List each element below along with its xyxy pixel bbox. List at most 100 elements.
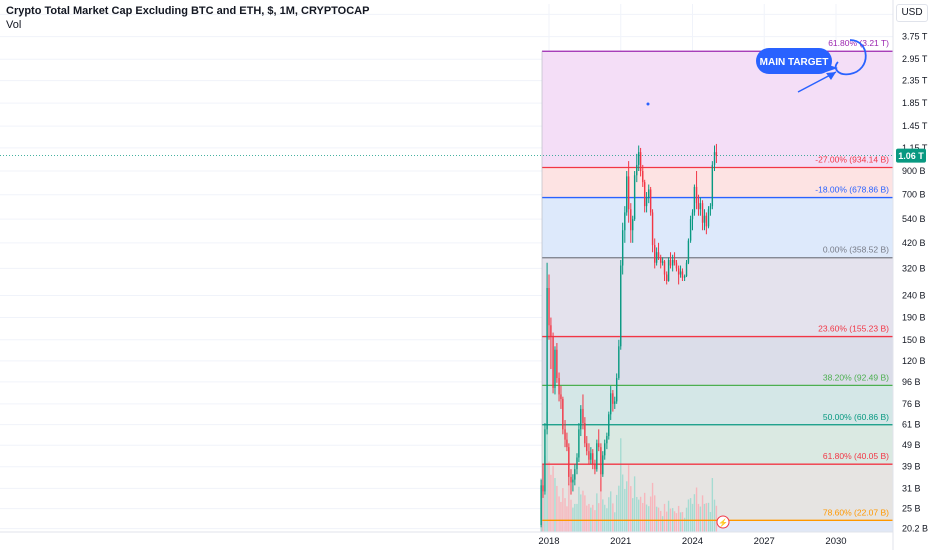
volume-bar (642, 502, 644, 532)
y-axis[interactable]: 4.75 T3.75 T2.95 T2.35 T1.85 T1.45 T1.15… (892, 0, 928, 550)
candle-body (655, 252, 658, 263)
currency-button[interactable]: USD (896, 4, 928, 22)
volume-bar (578, 486, 580, 532)
volume-bar (645, 504, 648, 532)
candle-body (661, 261, 664, 263)
volume-bar (546, 412, 548, 532)
x-tick-label: 2021 (610, 536, 631, 547)
y-tick-label: 1.45 T (902, 121, 928, 131)
candle-body (600, 447, 602, 475)
fib-zone (542, 167, 893, 198)
volume-bar (699, 506, 702, 532)
volume-bar (560, 501, 562, 532)
candle-body (663, 261, 666, 275)
volume-bar (654, 495, 656, 532)
candle-body (615, 378, 618, 402)
candle-body (701, 203, 704, 223)
candle-body (657, 252, 660, 258)
volume-bar (618, 485, 620, 532)
candle-body (691, 212, 694, 220)
y-tick-label: 420 B (902, 238, 926, 248)
candle-body (681, 271, 684, 278)
candle-body (667, 259, 670, 282)
volume-bar (632, 498, 634, 532)
volume-bar (552, 465, 554, 532)
volume-bar (691, 503, 694, 532)
candle-body (620, 265, 622, 347)
x-axis[interactable]: 2018 2021 2024 2027 2030 (0, 531, 893, 547)
candle-body (566, 439, 568, 448)
y-tick-label: 39 B (902, 462, 921, 472)
fib-label: 61.80% (40.05 B) (823, 451, 889, 461)
volume-bar (610, 491, 612, 532)
candle-body (709, 206, 712, 210)
volume-bar (695, 487, 698, 532)
volume-bar (548, 461, 550, 532)
volume-bar (562, 488, 564, 532)
candle-body (713, 152, 716, 165)
candle-body (554, 349, 556, 388)
candle-body (645, 197, 648, 207)
y-tick-label: 540 B (902, 214, 926, 224)
volume-bar (594, 510, 596, 532)
candle-body (685, 262, 688, 277)
x-tick-label: 2027 (754, 536, 775, 547)
candle-body (590, 453, 592, 460)
volume-bar (679, 512, 682, 532)
volume-bar (598, 503, 600, 532)
y-tick-label: 190 B (902, 313, 926, 323)
y-tick-label: 120 B (902, 356, 926, 366)
volume-bar (574, 503, 576, 532)
candle-body (627, 176, 630, 210)
candle-body (610, 393, 612, 415)
candle-body (596, 443, 598, 470)
volume-bar (596, 493, 598, 532)
volume-bar (564, 498, 566, 532)
fib-zone (542, 520, 893, 532)
y-tick-label: 150 B (902, 335, 926, 345)
candle-body (606, 436, 608, 444)
y-tick-label: 700 B (902, 190, 926, 200)
volume-bar (697, 503, 700, 532)
volume-bar (604, 504, 606, 532)
candle-body (562, 399, 564, 430)
y-tick-label: 320 B (902, 263, 926, 273)
candle-body (576, 457, 578, 470)
volume-label[interactable]: Vol (6, 19, 22, 31)
candle-body (584, 423, 586, 444)
volume-bar (663, 503, 666, 532)
candle-body (695, 186, 698, 204)
volume-bar (693, 494, 696, 532)
x-tick-label: 2018 (538, 536, 559, 547)
y-tick-label: 900 B (902, 166, 926, 176)
volume-bar (655, 506, 658, 532)
volume-bar (612, 503, 614, 532)
fib-label: 78.60% (22.07 B) (823, 507, 889, 517)
volume-bar (715, 505, 718, 532)
candle-body (637, 152, 640, 165)
volume-bar (683, 517, 686, 532)
volume-bar (568, 483, 570, 532)
volume-bar (675, 513, 678, 532)
volume-bar (661, 516, 664, 532)
candle-body (540, 485, 542, 526)
candle-body (654, 245, 656, 263)
main-target-annotation[interactable]: MAIN TARGET ⚡ (646, 39, 867, 529)
volume-bar (566, 506, 568, 532)
candle-body (570, 476, 572, 483)
candle-body (580, 408, 582, 430)
candle-body (582, 408, 584, 424)
candle-body (614, 401, 616, 404)
candle-body (707, 209, 710, 227)
candle-body (679, 271, 682, 275)
volume-bar (651, 482, 654, 532)
event-icon (716, 515, 730, 529)
volume-bar (576, 503, 578, 532)
candle-body (560, 394, 562, 400)
fib-zone (542, 197, 893, 258)
volume-bar (580, 494, 582, 532)
volume-bar (624, 488, 626, 532)
candle-body (675, 262, 678, 269)
